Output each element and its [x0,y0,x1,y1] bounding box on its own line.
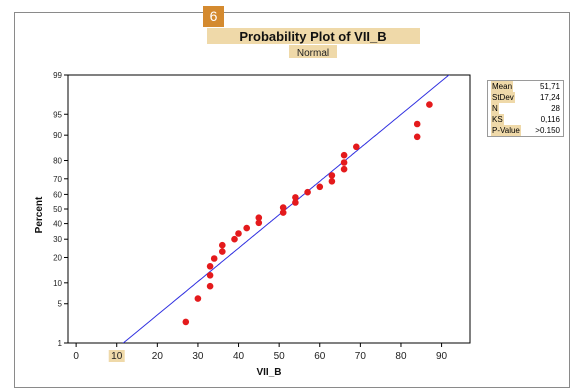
data-point [194,295,202,302]
x-tick-label-70: 70 [355,351,367,362]
y-tick-label-99: 99 [53,71,62,80]
data-point [279,204,287,211]
y-tick-label-60: 60 [53,190,62,199]
stat-label: N [491,103,499,114]
data-point [328,172,336,179]
x-tick-highlight [108,350,125,362]
x-tick-label-10: 10 [111,351,123,362]
stat-row: StDev 17,24 [488,92,563,103]
stat-value: 17,24 [539,93,560,102]
stat-value: 28 [551,104,560,113]
stat-row: N 28 [488,103,563,114]
y-tick-label-50: 50 [53,205,62,214]
y-tick-label-5: 5 [58,300,63,309]
y-tick-label-70: 70 [53,175,62,184]
x-axis-label: VII_B [256,367,281,378]
data-point [210,255,218,262]
data-point [413,120,421,128]
y-tick-label-10: 10 [53,279,62,288]
x-tick-label-90: 90 [436,351,448,362]
data-point [182,318,190,326]
stat-row: Mean 51,71 [488,81,563,92]
y-tick-label-90: 90 [53,131,62,140]
data-point [413,133,421,141]
data-point [243,224,250,232]
subtitle-highlight [289,45,337,58]
data-point [219,248,226,255]
data-point [316,183,324,191]
step-badge: 6 [203,6,224,27]
y-tick-label-40: 40 [53,220,62,229]
data-point [279,209,287,216]
data-point [206,263,214,270]
chart-title: Probability Plot of VII_B [239,29,386,44]
data-point [206,282,214,290]
title-highlight [207,28,420,44]
data-point [206,272,214,279]
stat-value: 51,71 [539,82,560,91]
y-tick-label-30: 30 [53,235,62,244]
stat-value: >0.150 [535,126,560,135]
y-tick-label-1: 1 [58,339,63,348]
stat-row: P-Value >0.150 [488,125,563,136]
x-tick-label-50: 50 [274,351,286,362]
data-point [426,101,433,108]
data-point [292,194,299,201]
data-point [353,143,360,151]
stat-label: Mean [491,81,514,92]
chart-subtitle: Normal [297,48,329,59]
x-tick-label-0: 0 [73,351,79,362]
data-point [235,230,242,237]
x-tick-label-80: 80 [395,351,407,362]
x-tick-label-20: 20 [152,351,164,362]
data-point [340,159,348,166]
x-tick-label-60: 60 [314,351,326,362]
x-tick-label-40: 40 [233,351,245,362]
data-point [340,151,348,159]
stat-value: 0,116 [540,115,560,124]
statistics-table: Mean 51,71 StDev 17,24 N 28 KS 0,116 P-Value >0.1… [487,80,564,137]
y-tick-label-80: 80 [53,157,62,166]
data-point [231,235,238,243]
x-tick-label-30: 30 [192,351,204,362]
data-point [328,178,336,185]
data-point [340,165,348,173]
stat-label: P-Value [491,125,521,136]
y-tick-label-20: 20 [53,253,62,262]
data-point [255,219,263,227]
stat-label: StDev [491,92,515,103]
data-point [255,214,263,221]
data-point [292,199,299,206]
data-point [219,241,226,249]
stat-row: KS 0,116 [488,114,563,125]
data-point [304,188,311,196]
y-tick-label-95: 95 [53,110,62,119]
plot-area [67,74,471,344]
y-axis-label: Percent [34,196,45,233]
stat-label: KS [491,114,504,125]
